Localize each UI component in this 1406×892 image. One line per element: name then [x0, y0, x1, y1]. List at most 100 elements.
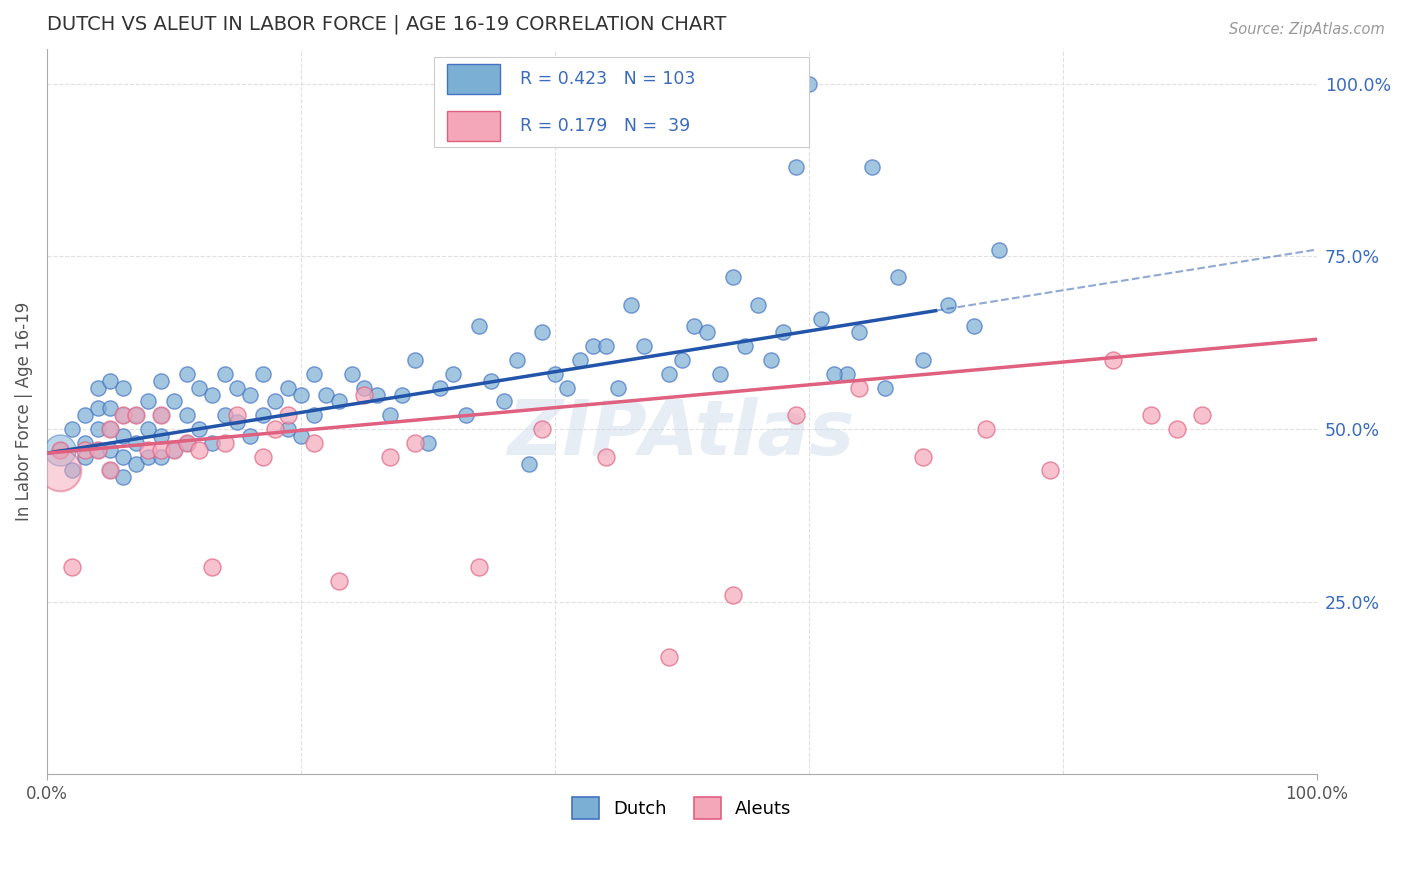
Point	[721, 588, 744, 602]
Point	[391, 387, 413, 401]
Point	[226, 415, 249, 429]
Point	[73, 442, 96, 457]
FancyBboxPatch shape	[447, 64, 501, 95]
Point	[264, 394, 287, 409]
Point	[201, 435, 224, 450]
Point	[112, 409, 135, 423]
Point	[429, 381, 451, 395]
Point	[557, 381, 579, 395]
Point	[60, 422, 83, 436]
Point	[226, 409, 249, 423]
Point	[302, 367, 325, 381]
Point	[226, 381, 249, 395]
Point	[150, 409, 173, 423]
Point	[785, 409, 807, 423]
Point	[125, 457, 148, 471]
Point	[73, 450, 96, 464]
Text: ZIPAtlas: ZIPAtlas	[508, 397, 855, 470]
Point	[252, 409, 274, 423]
Point	[100, 442, 122, 457]
Point	[810, 311, 832, 326]
Point	[302, 409, 325, 423]
Point	[772, 326, 794, 340]
Point	[404, 353, 426, 368]
Point	[378, 409, 401, 423]
Point	[86, 442, 108, 457]
Text: R = 0.179   N =  39: R = 0.179 N = 39	[520, 117, 690, 136]
Point	[125, 409, 148, 423]
Point	[100, 463, 122, 477]
Point	[201, 387, 224, 401]
Point	[60, 560, 83, 574]
Point	[60, 463, 83, 477]
Point	[290, 429, 312, 443]
FancyBboxPatch shape	[434, 57, 808, 147]
Point	[328, 394, 350, 409]
Point	[1191, 409, 1213, 423]
Point	[696, 326, 718, 340]
Point	[138, 450, 160, 464]
Point	[188, 381, 211, 395]
Point	[620, 298, 643, 312]
Point	[138, 394, 160, 409]
Point	[860, 160, 883, 174]
Point	[150, 429, 173, 443]
Point	[544, 367, 567, 381]
Point	[785, 160, 807, 174]
Point	[277, 422, 299, 436]
Point	[315, 387, 337, 401]
Point	[112, 381, 135, 395]
Point	[963, 318, 986, 333]
Point	[936, 298, 959, 312]
Point	[150, 374, 173, 388]
Point	[416, 435, 439, 450]
Point	[340, 367, 363, 381]
Y-axis label: In Labor Force | Age 16-19: In Labor Force | Age 16-19	[15, 302, 32, 522]
Point	[73, 435, 96, 450]
Point	[150, 409, 173, 423]
Point	[747, 298, 769, 312]
Point	[100, 422, 122, 436]
Point	[988, 243, 1011, 257]
Point	[517, 457, 540, 471]
Point	[404, 435, 426, 450]
Point	[48, 463, 70, 477]
Point	[353, 381, 375, 395]
Point	[797, 77, 820, 91]
Point	[467, 560, 489, 574]
Point	[150, 442, 173, 457]
Point	[100, 422, 122, 436]
Point	[73, 409, 96, 423]
Point	[277, 381, 299, 395]
Point	[264, 422, 287, 436]
Point	[214, 409, 236, 423]
Point	[176, 367, 198, 381]
Point	[277, 409, 299, 423]
Point	[176, 409, 198, 423]
Point	[112, 450, 135, 464]
Point	[112, 409, 135, 423]
Text: R = 0.423   N = 103: R = 0.423 N = 103	[520, 70, 696, 88]
Point	[569, 353, 592, 368]
Point	[479, 374, 502, 388]
Point	[86, 422, 108, 436]
Point	[163, 442, 186, 457]
Point	[607, 381, 630, 395]
Point	[86, 442, 108, 457]
Point	[239, 387, 262, 401]
Point	[252, 367, 274, 381]
Point	[595, 339, 617, 353]
Point	[138, 422, 160, 436]
Point	[48, 442, 70, 457]
Point	[100, 401, 122, 416]
Point	[709, 367, 731, 381]
Point	[163, 442, 186, 457]
Point	[1140, 409, 1163, 423]
Point	[214, 367, 236, 381]
Point	[100, 463, 122, 477]
Point	[505, 353, 527, 368]
Point	[823, 367, 845, 381]
Point	[441, 367, 464, 381]
Point	[239, 429, 262, 443]
Point	[734, 339, 756, 353]
